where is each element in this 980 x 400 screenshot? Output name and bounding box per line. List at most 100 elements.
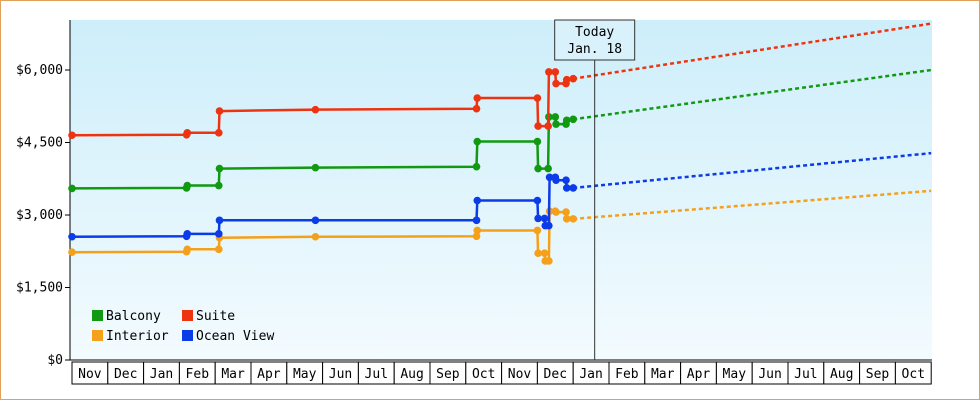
- data-point-suite: [214, 129, 223, 137]
- data-point-interior: [214, 245, 223, 254]
- month-label: Apr: [687, 367, 711, 382]
- month-label: Sep: [436, 367, 460, 382]
- data-point-balcony: [68, 184, 76, 193]
- data-point-balcony: [472, 162, 481, 171]
- data-point-suite: [551, 68, 560, 76]
- y-tick-label: $0: [47, 353, 63, 368]
- month-label: Aug: [830, 367, 853, 382]
- data-point-interior: [540, 249, 549, 257]
- data-point-balcony: [183, 181, 192, 190]
- data-point-balcony: [473, 137, 482, 146]
- month-label: May: [723, 367, 747, 382]
- data-point-balcony: [551, 113, 560, 121]
- data-point-suite: [534, 122, 542, 130]
- data-point-suite: [545, 68, 553, 76]
- data-point-ocean-view: [545, 173, 554, 182]
- month-label: Jan: [579, 367, 602, 382]
- data-point-balcony: [214, 181, 223, 190]
- data-point-interior: [533, 226, 542, 235]
- data-point-ocean-view: [472, 216, 481, 225]
- data-point-suite: [68, 131, 76, 140]
- month-label: Aug: [400, 367, 423, 382]
- data-point-ocean-view: [311, 216, 320, 225]
- month-label: Sep: [866, 367, 890, 382]
- data-point-interior: [562, 215, 571, 223]
- today-label: Today: [575, 25, 614, 40]
- projection-line-balcony: [573, 68, 932, 121]
- data-point-ocean-view: [533, 196, 542, 205]
- data-point-interior: [552, 208, 560, 216]
- data-point-interior: [545, 257, 553, 265]
- data-point-ocean-view: [545, 221, 553, 230]
- legend-label-interior: Interior: [106, 329, 169, 344]
- data-point-ocean-view: [534, 214, 542, 223]
- data-point-ocean-view: [68, 232, 76, 241]
- month-label: Dec: [114, 367, 137, 382]
- y-tick-label: $1,500: [16, 281, 63, 296]
- month-label: Jul: [794, 367, 817, 382]
- y-tick-label: $6,000: [16, 63, 63, 78]
- month-label: Mar: [221, 367, 245, 382]
- projection-line-suite: [573, 22, 932, 80]
- data-point-interior: [562, 208, 570, 216]
- month-label: Feb: [615, 367, 639, 382]
- month-label: Nov: [508, 367, 532, 382]
- plot-area: [70, 20, 932, 360]
- data-point-ocean-view: [552, 176, 560, 184]
- month-cell: [894, 361, 932, 385]
- month-label: Oct: [902, 367, 925, 382]
- data-point-interior: [68, 248, 76, 257]
- today-box: [554, 19, 636, 61]
- data-point-ocean-view: [540, 214, 549, 223]
- data-point-ocean-view: [473, 196, 482, 205]
- data-point-interior: [472, 232, 481, 241]
- month-label: Feb: [186, 367, 210, 382]
- month-label: Jun: [329, 367, 352, 382]
- month-label: Oct: [472, 367, 495, 382]
- data-point-balcony: [311, 163, 320, 172]
- data-point-balcony: [544, 164, 552, 173]
- data-point-balcony: [552, 120, 560, 128]
- legend-swatch-balcony: [92, 310, 103, 321]
- data-point-suite: [183, 129, 192, 137]
- data-point-balcony: [534, 164, 542, 173]
- data-point-balcony: [533, 137, 542, 146]
- data-point-interior: [534, 249, 542, 257]
- data-point-suite: [472, 104, 481, 113]
- data-point-suite: [533, 94, 542, 102]
- data-point-ocean-view: [562, 176, 570, 184]
- projection-line-ocean-view: [573, 151, 932, 190]
- month-label: May: [293, 367, 317, 382]
- legend-swatch-ocean-view: [182, 330, 193, 341]
- data-point-suite: [562, 75, 571, 84]
- month-label: Dec: [544, 367, 567, 382]
- legend-swatch-suite: [182, 310, 193, 321]
- legend-label-ocean-view: Ocean View: [196, 329, 274, 344]
- data-point-ocean-view: [215, 216, 224, 225]
- projection-line-interior: [573, 189, 932, 221]
- month-label: Jun: [758, 367, 781, 382]
- month-label: Nov: [78, 367, 102, 382]
- y-tick-label: $3,000: [16, 208, 63, 223]
- data-point-balcony: [215, 164, 224, 173]
- data-point-ocean-view: [183, 230, 192, 238]
- data-point-interior: [311, 232, 320, 241]
- y-tick-label: $4,500: [16, 136, 63, 151]
- legend-label-balcony: Balcony: [106, 309, 161, 324]
- data-point-suite: [544, 122, 552, 130]
- data-point-ocean-view: [562, 184, 571, 192]
- legend-label-suite: Suite: [196, 309, 235, 324]
- data-point-ocean-view: [214, 230, 223, 238]
- data-point-interior: [473, 226, 482, 235]
- data-point-suite: [552, 79, 560, 88]
- today-date: Jan. 18: [567, 42, 622, 57]
- data-point-interior: [183, 245, 192, 254]
- data-point-balcony: [562, 116, 571, 125]
- month-label: Jul: [365, 367, 388, 382]
- month-label: Jan: [150, 367, 173, 382]
- month-label: Apr: [257, 367, 281, 382]
- data-point-suite: [311, 105, 320, 114]
- data-point-suite: [215, 107, 224, 115]
- data-point-suite: [473, 94, 482, 102]
